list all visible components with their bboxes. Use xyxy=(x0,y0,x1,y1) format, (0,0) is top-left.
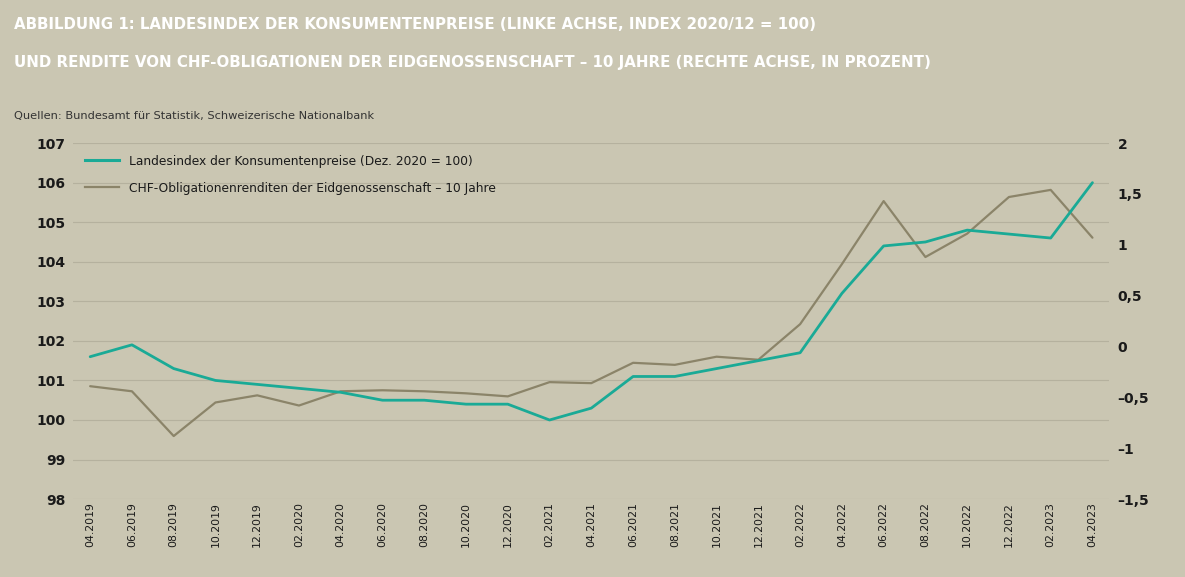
Text: Quellen: Bundesamt für Statistik, Schweizerische Nationalbank: Quellen: Bundesamt für Statistik, Schwei… xyxy=(14,111,374,121)
Text: UND RENDITE VON CHF-OBLIGATIONEN DER EIDGENOSSENSCHAFT – 10 JAHRE (RECHTE ACHSE,: UND RENDITE VON CHF-OBLIGATIONEN DER EID… xyxy=(14,55,931,70)
Text: ABBILDUNG 1: LANDESINDEX DER KONSUMENTENPREISE (LINKE ACHSE, INDEX 2020/12 = 100: ABBILDUNG 1: LANDESINDEX DER KONSUMENTEN… xyxy=(14,17,816,32)
Legend: Landesindex der Konsumentenpreise (Dez. 2020 = 100), CHF-Obligationenrenditen de: Landesindex der Konsumentenpreise (Dez. … xyxy=(85,155,495,195)
